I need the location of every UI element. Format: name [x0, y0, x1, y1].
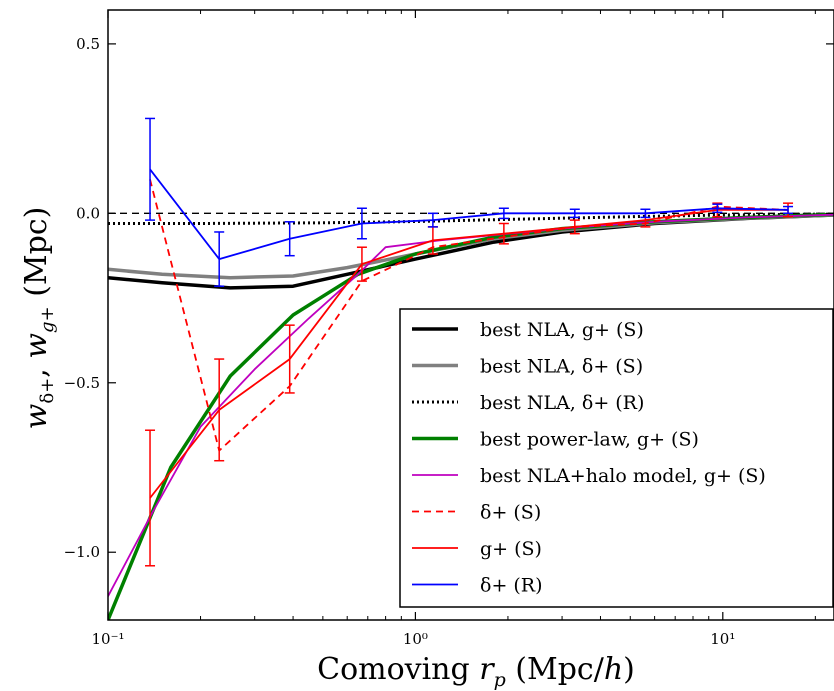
y-tick-label: −0.5 — [64, 374, 100, 392]
legend-label: g+ (S) — [480, 538, 542, 560]
legend-box — [399, 308, 834, 608]
y-axis-label: wδ+, wg+ (Mpc) — [19, 207, 58, 430]
x-tick-label: 10⁰ — [403, 630, 428, 648]
series-group — [145, 117, 794, 287]
series-group — [145, 202, 794, 567]
legend-label: δ+ (S) — [480, 502, 541, 524]
y-tick-label: 0.0 — [76, 204, 100, 222]
legend-label: best power-law, g+ (S) — [480, 429, 699, 451]
legend-label: best NLA, δ+ (R) — [480, 392, 644, 414]
legend-label: best NLA+halo model, g+ (S) — [480, 465, 766, 487]
legend-label: δ+ (R) — [480, 575, 543, 597]
x-tick-label: 10⁻¹ — [91, 630, 124, 648]
legend-label: best NLA, g+ (S) — [480, 319, 644, 341]
x-tick-label: 10¹ — [710, 630, 735, 648]
series-line — [149, 168, 789, 261]
series-line — [149, 208, 788, 499]
legend-label: best NLA, δ+ (S) — [480, 356, 643, 378]
y-tick-label: −1.0 — [64, 543, 100, 561]
y-tick-label: 0.5 — [76, 35, 100, 53]
axes-frame — [107, 9, 834, 621]
x-axis-label: Comoving rp (Mpc/h) — [317, 652, 635, 691]
